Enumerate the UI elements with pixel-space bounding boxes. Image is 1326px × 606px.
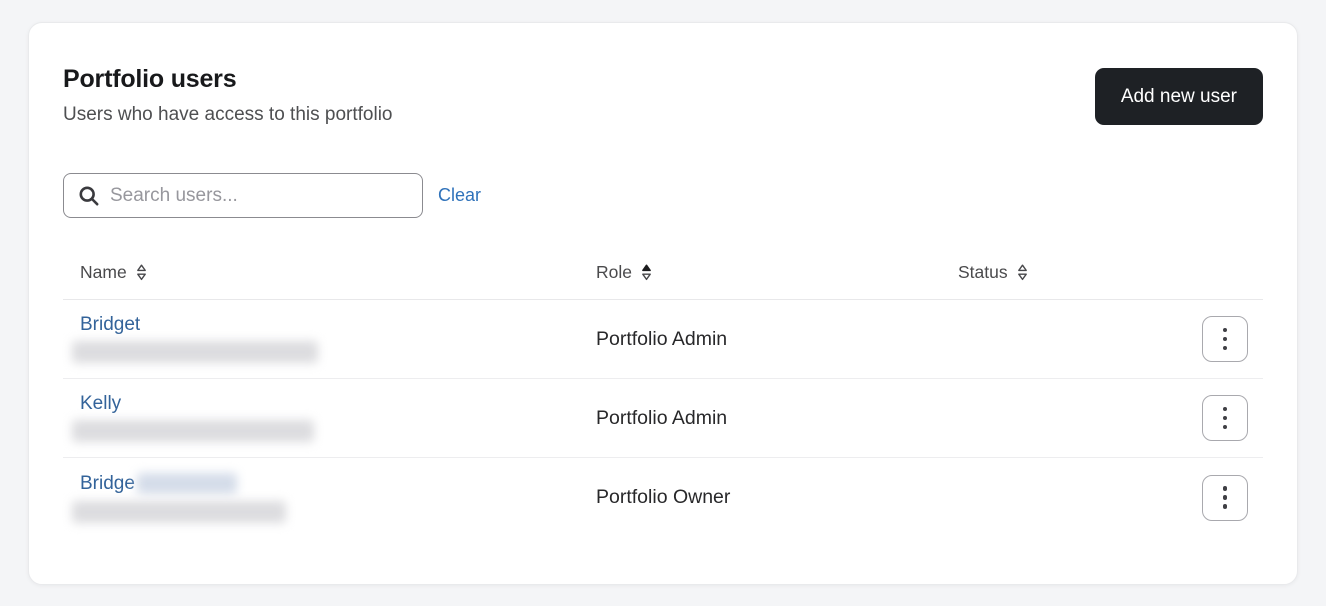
user-name-link[interactable]: Bridget (80, 314, 141, 335)
actions-cell (1202, 316, 1265, 362)
portfolio-users-card: Portfolio users Users who have access to… (28, 22, 1298, 585)
users-table: Name Role Status (63, 262, 1263, 537)
column-header-role[interactable]: Role (596, 262, 958, 283)
name-cell: Kelly (72, 393, 596, 442)
sort-icon-ascending[interactable] (641, 264, 652, 281)
redacted-user-detail (72, 420, 314, 442)
title-block: Portfolio users Users who have access to… (63, 65, 393, 126)
kebab-dot (1222, 486, 1228, 491)
search-row: Clear (63, 173, 1263, 218)
sort-icon-unsorted[interactable] (1017, 264, 1028, 281)
add-new-user-button[interactable]: Add new user (1094, 68, 1263, 125)
redacted-user-detail (72, 341, 318, 363)
redacted-name-suffix (136, 472, 237, 494)
kebab-dot (1222, 424, 1228, 430)
role-cell: Portfolio Admin (596, 406, 728, 429)
search-box[interactable] (63, 173, 423, 218)
kebab-dot (1222, 495, 1228, 500)
user-name-link[interactable]: Bridge (80, 472, 135, 494)
actions-cell (1202, 395, 1265, 441)
kebab-dot (1222, 345, 1228, 351)
column-header-role-label: Role (596, 262, 632, 282)
sort-icon-unsorted[interactable] (136, 264, 147, 281)
table-row: Bridget Portfolio Admin (63, 300, 1263, 379)
role-cell: Portfolio Owner (596, 486, 731, 508)
role-cell: Portfolio Admin (596, 327, 728, 350)
column-header-name[interactable]: Name (80, 262, 596, 283)
card-header: Portfolio users Users who have access to… (63, 65, 1263, 126)
search-users-input[interactable] (110, 184, 410, 207)
kebab-dot (1222, 336, 1228, 342)
kebab-dot (1222, 406, 1228, 412)
table-header-row: Name Role Status (63, 262, 1263, 300)
column-header-status-label: Status (958, 262, 1008, 282)
user-name-link[interactable]: Kelly (80, 393, 122, 414)
page-title: Portfolio users (63, 65, 237, 93)
table-row: Kelly Portfolio Admin (63, 379, 1263, 458)
column-header-name-label: Name (80, 262, 127, 282)
search-icon (79, 185, 99, 206)
column-header-status[interactable]: Status (958, 262, 1202, 283)
kebab-dot (1222, 415, 1228, 421)
actions-cell (1202, 474, 1265, 521)
page-subtitle: Users who have access to this portfolio (63, 104, 393, 125)
kebab-dot (1222, 327, 1228, 333)
table-row: Bridge Portfolio Owner (63, 458, 1263, 537)
name-cell: Bridge (72, 472, 596, 523)
redacted-user-detail (72, 500, 286, 523)
clear-search-link[interactable]: Clear (438, 185, 482, 205)
name-cell: Bridget (72, 314, 596, 363)
kebab-dot (1222, 504, 1228, 509)
row-menu-button[interactable] (1202, 474, 1248, 521)
row-menu-button[interactable] (1202, 316, 1248, 362)
row-menu-button[interactable] (1202, 395, 1248, 441)
